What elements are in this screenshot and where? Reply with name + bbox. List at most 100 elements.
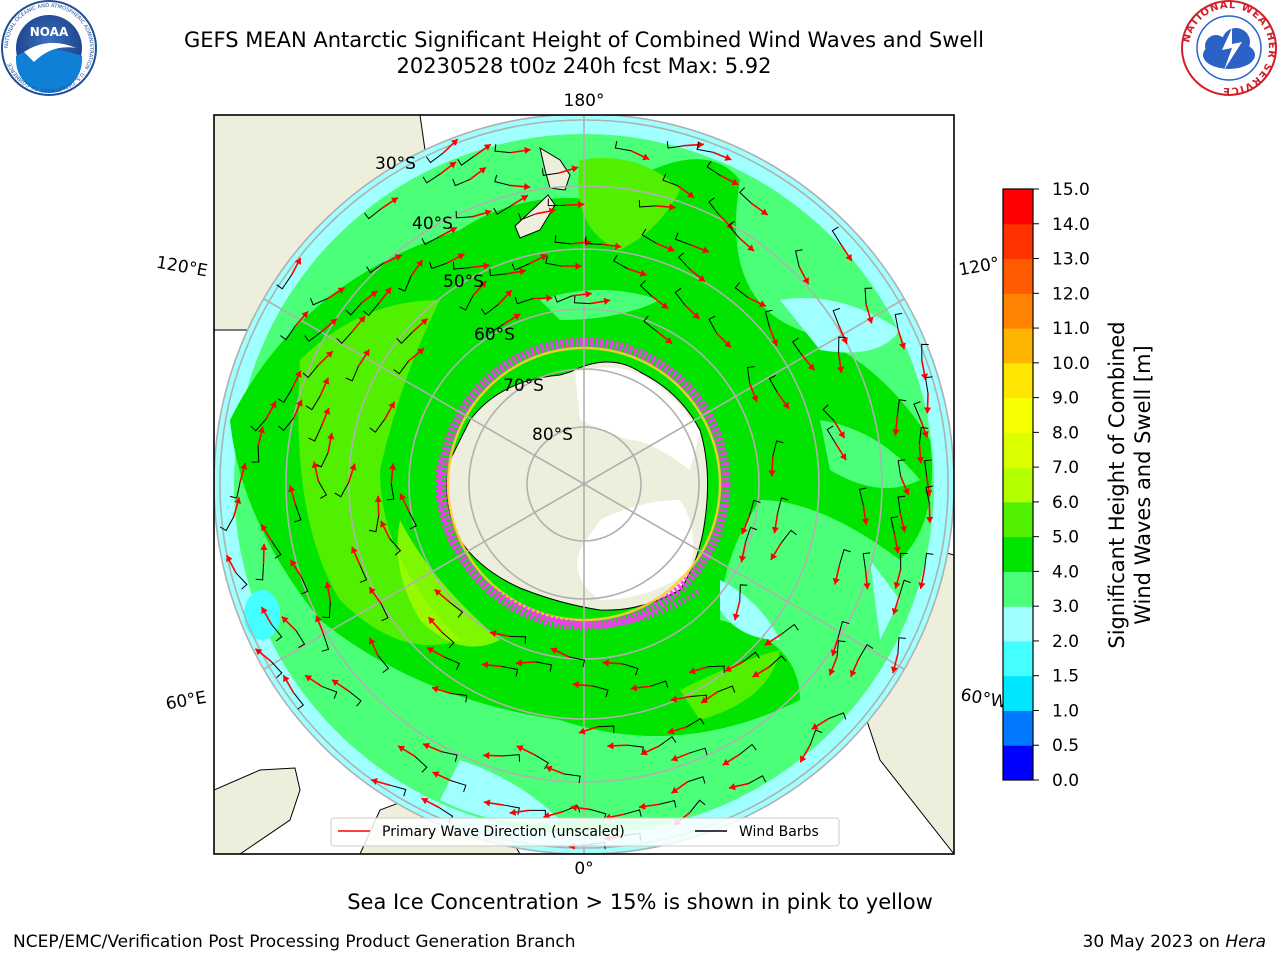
wind-barb xyxy=(336,331,353,345)
wind-barb xyxy=(662,173,679,187)
wave-arrow-head xyxy=(371,778,378,785)
wave-arrow-head xyxy=(422,742,430,750)
wind-barb xyxy=(573,295,591,305)
wave-arrow-head xyxy=(832,577,840,585)
wind-barb xyxy=(592,685,609,697)
footer-credit: NCEP/EMC/Verification Post Processing Pr… xyxy=(13,932,576,952)
wave-arrow-head xyxy=(661,302,669,309)
wave-arrow-head xyxy=(839,453,847,461)
colorbar-tick-label: 5.0 xyxy=(1052,528,1079,548)
wind-barb xyxy=(518,212,536,221)
wave-arrow-head xyxy=(421,797,429,805)
wind-barb xyxy=(554,235,571,245)
legend: Primary Wave Direction (unscaled) Wind B… xyxy=(330,817,840,847)
wind-barb xyxy=(270,660,283,678)
wind-barb xyxy=(562,805,581,813)
wave-arrow-head xyxy=(370,290,378,298)
wind-barb xyxy=(545,256,562,267)
wind-barb xyxy=(317,480,328,499)
wind-barb xyxy=(503,754,521,762)
wave-arrow-head xyxy=(358,315,366,323)
wind-barb xyxy=(900,552,908,570)
wind-barb xyxy=(345,302,362,316)
wind-barb xyxy=(780,529,797,544)
lat-label-30s: 30°S xyxy=(375,154,416,174)
wind-barb xyxy=(359,564,368,583)
wave-arrow-head xyxy=(324,581,332,589)
wave-arrow-head xyxy=(752,670,760,678)
wave-arrow-head xyxy=(305,675,313,682)
wind-barb xyxy=(293,692,305,710)
wave-arrow-head xyxy=(724,340,731,348)
colorbar-bin xyxy=(1003,258,1033,294)
wind-barb xyxy=(564,773,581,784)
wave-arrow-head xyxy=(603,297,611,305)
wind-barb xyxy=(624,809,642,817)
wave-arrow-head xyxy=(449,161,456,169)
wave-arrow-head xyxy=(671,754,679,762)
wind-barb xyxy=(429,261,447,270)
wind-barb xyxy=(764,309,773,328)
wind-barb xyxy=(457,155,475,166)
wave-arrow-head xyxy=(918,582,926,589)
wind-barb xyxy=(666,141,684,149)
wave-arrow-head xyxy=(838,431,845,439)
wave-arrow-head xyxy=(548,207,556,215)
wind-barb xyxy=(348,690,362,707)
wave-arrow-head xyxy=(281,616,289,624)
wave-arrow-head xyxy=(571,165,579,173)
wave-arrow-head xyxy=(327,432,335,440)
wave-arrow-head xyxy=(893,581,901,589)
colorbar-bin xyxy=(1003,640,1033,677)
wave-arrow-head xyxy=(519,267,526,276)
colorbar-frame xyxy=(1002,188,1034,781)
wind-barb xyxy=(441,751,458,762)
wave-arrow-head xyxy=(639,802,646,810)
wind-barb xyxy=(441,631,455,649)
colorbar-ticks: 0.0 0.5 1.0 1.5 2.0 3.0 4.0 5.0 6.0 7.0 8.0 9.0 10.0… xyxy=(1033,180,1090,791)
wave-arrow-head xyxy=(513,313,521,321)
wave-arrow-head xyxy=(760,208,768,215)
wave-arrow-head xyxy=(294,257,302,265)
wind-barb xyxy=(687,776,706,784)
lat-label-50s: 50°S xyxy=(443,272,484,292)
wave-arrow-head xyxy=(301,311,309,319)
wind-barb xyxy=(708,665,725,673)
wind-barb xyxy=(305,395,321,411)
wave-arrow-head xyxy=(923,407,932,414)
wind-barb xyxy=(772,440,784,457)
colorbar xyxy=(1003,189,1033,781)
wind-barb xyxy=(321,685,338,699)
wind-barb xyxy=(390,784,407,797)
wind-barb xyxy=(708,315,718,334)
wave-arrow-head xyxy=(866,316,874,324)
wind-barb xyxy=(321,633,330,652)
wind-barb xyxy=(529,809,546,818)
wind-barb xyxy=(277,388,293,404)
wind-barb xyxy=(627,744,644,755)
wave-arrow-head xyxy=(607,742,614,750)
wind-barb xyxy=(302,364,319,379)
wave-arrow-head xyxy=(524,146,531,155)
wave-arrow-head xyxy=(731,178,739,186)
wind-barb xyxy=(414,756,428,773)
wind-barb xyxy=(369,418,386,433)
colorbar-bin xyxy=(1003,710,1033,746)
wind-barb xyxy=(781,623,799,635)
wind-barb xyxy=(828,712,847,720)
wave-arrow-head xyxy=(670,695,678,703)
wave-arrow-head xyxy=(255,648,263,656)
wind-barb xyxy=(924,376,933,394)
wave-arrow-head xyxy=(739,555,747,563)
wave-arrow-head xyxy=(509,808,517,816)
wind-barb xyxy=(511,263,530,271)
wave-arrow-head xyxy=(849,669,857,677)
wind-barb xyxy=(389,538,402,556)
wind-barb xyxy=(749,499,761,516)
colorbar-label-line2: Wind Waves and Swell [m] xyxy=(1131,345,1155,625)
wind-barb xyxy=(622,663,639,676)
wind-barb xyxy=(450,780,467,793)
wave-arrow-head xyxy=(349,463,357,471)
wave-arrow-head xyxy=(700,696,708,704)
wind-barb xyxy=(638,200,656,208)
